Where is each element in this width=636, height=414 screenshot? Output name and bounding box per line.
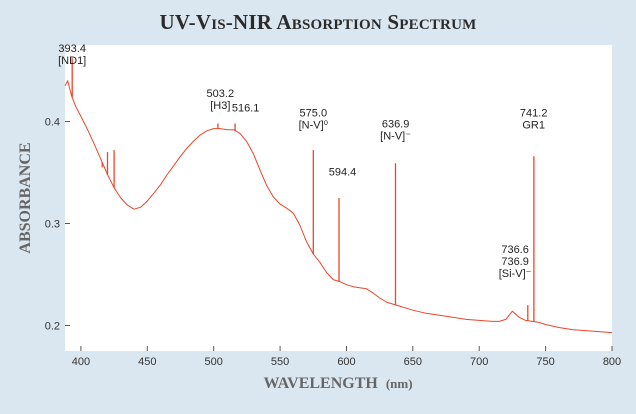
- y-axis-label: ABSORBANCE: [17, 142, 34, 253]
- spectrum-line: [64, 80, 613, 334]
- peak-label: 516.1: [232, 102, 260, 114]
- peak-label-line: 736.6: [501, 244, 529, 256]
- peak-label: 636.9 [N-V]⁻: [380, 119, 411, 143]
- chart-title: UV-Vis-NIR Absorption Spectrum: [159, 10, 477, 34]
- x-tick-label: 650: [404, 356, 422, 368]
- x-axis-label: WAVELENGTH (nm): [263, 375, 412, 392]
- peak-label: 741.2 GR1: [520, 107, 548, 131]
- peak-label: 393.4 [ND1]: [58, 43, 86, 67]
- x-tick-label: 450: [138, 356, 156, 368]
- peak-label-line: 736.9: [501, 256, 529, 268]
- y-tick-label: 0.2: [45, 321, 60, 333]
- peak-label-line: [H3]: [210, 100, 230, 112]
- peak-label-line: [N-V]⁰: [299, 119, 329, 131]
- peak-label-line: 516.1: [232, 102, 260, 114]
- x-tick-label: 550: [271, 356, 289, 368]
- y-tick-label: 0.3: [45, 219, 60, 231]
- x-tick-label: 400: [72, 356, 90, 368]
- peak-label-line: 503.2: [207, 88, 235, 100]
- peak-label: 503.2 [H3]: [207, 88, 235, 112]
- peak-label-line: 575.0: [300, 107, 328, 119]
- peak-label-line: 741.2: [520, 107, 548, 119]
- x-axis-label-unit: (nm): [386, 376, 413, 391]
- peak-label-line: GR1: [522, 119, 545, 131]
- peak-label-line: 594.4: [329, 167, 357, 179]
- peak-label-line: [N-V]⁻: [380, 131, 411, 143]
- x-tick-label: 800: [603, 356, 621, 368]
- peak-label-line: [ND1]: [58, 55, 86, 67]
- x-tick-label: 600: [337, 356, 355, 368]
- peak-annotations: 393.4 [ND1] 503.2 [H3] 516.1 575.0 [N-V]⁰ 594.4…: [58, 43, 547, 280]
- y-tick-label: 0.4: [45, 117, 60, 129]
- peak-label: 736.6 736.9 [Si-V]⁻: [499, 244, 532, 280]
- x-axis-label-text: WAVELENGTH: [263, 375, 378, 392]
- peak-lines: [71, 58, 535, 322]
- peak-label-line: 393.4: [58, 43, 86, 55]
- axis-ticks: 400 450 500 550 600 650 700 750 800 0.2 0.3 0.4: [45, 117, 621, 369]
- peak-label: 575.0 [N-V]⁰: [299, 107, 329, 131]
- peak-label-line: [Si-V]⁻: [499, 268, 532, 280]
- x-tick-label: 700: [470, 356, 488, 368]
- peak-label: 594.4: [329, 167, 357, 179]
- peak-label-line: 636.9: [382, 119, 410, 131]
- x-tick-label: 500: [205, 356, 223, 368]
- x-tick-label: 750: [536, 356, 554, 368]
